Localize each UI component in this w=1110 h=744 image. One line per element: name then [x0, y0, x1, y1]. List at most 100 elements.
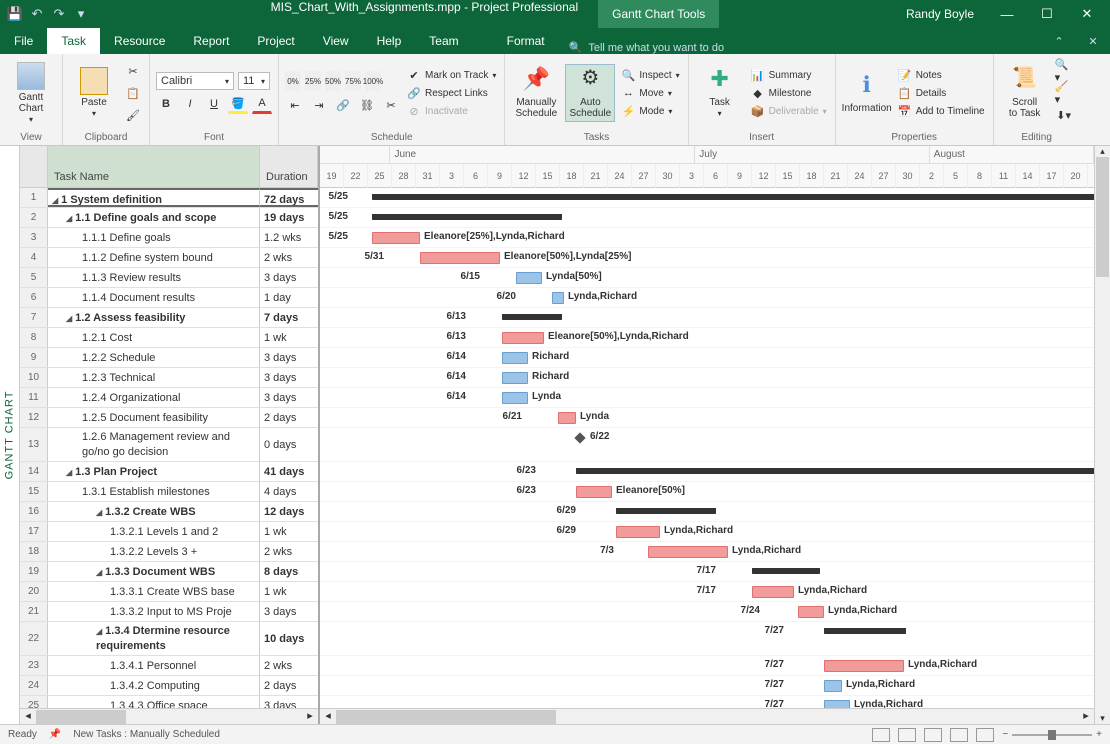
duration-cell[interactable]: 10 days	[260, 622, 318, 655]
duration-cell[interactable]: 7 days	[260, 308, 318, 327]
table-row[interactable]: 31.1.1 Define goals1.2 wks	[20, 228, 318, 248]
row-number[interactable]: 18	[20, 542, 48, 561]
view-shortcut-5[interactable]	[976, 728, 994, 742]
duration-cell[interactable]: 3 days	[260, 388, 318, 407]
tab-team[interactable]: Team	[415, 28, 472, 54]
maximize-button[interactable]: ☐	[1028, 0, 1066, 28]
duration-cell[interactable]: 12 days	[260, 502, 318, 521]
row-number[interactable]: 16	[20, 502, 48, 521]
summary-bar[interactable]	[372, 194, 1094, 200]
ribbon-collapse-icon[interactable]: ⌃	[1042, 28, 1076, 54]
fill-icon[interactable]: ⬇▾	[1054, 105, 1074, 125]
task-bar[interactable]	[420, 252, 500, 264]
duration-cell[interactable]: 3 days	[260, 368, 318, 387]
row-number[interactable]: 25	[20, 696, 48, 708]
task-name-cell[interactable]: 1.2.5 Document feasibility	[48, 408, 260, 427]
duration-header[interactable]: Duration	[260, 146, 318, 187]
table-row[interactable]: 211.3.3.2 Input to MS Proje3 days	[20, 602, 318, 622]
mark-on-track-button[interactable]: ✔Mark on Track ▾	[405, 67, 498, 83]
table-row[interactable]: 91.2.2 Schedule3 days	[20, 348, 318, 368]
duration-cell[interactable]: 2 wks	[260, 542, 318, 561]
duration-cell[interactable]: 3 days	[260, 348, 318, 367]
row-number[interactable]: 11	[20, 388, 48, 407]
row-number[interactable]: 1	[20, 188, 48, 207]
tab-report[interactable]: Report	[179, 28, 243, 54]
table-row[interactable]: 71.2 Assess feasibility7 days	[20, 308, 318, 328]
add-timeline-button[interactable]: 📅Add to Timeline	[896, 103, 987, 119]
underline-button[interactable]: U	[204, 94, 224, 114]
mode-button[interactable]: ⚡Mode ▾	[619, 103, 681, 119]
row-number[interactable]: 15	[20, 482, 48, 501]
outdent-icon[interactable]: ⇤	[285, 95, 305, 115]
duration-cell[interactable]: 1 wk	[260, 328, 318, 347]
font-color-button[interactable]: A	[252, 94, 272, 114]
pct-75-button[interactable]: 75%	[345, 71, 361, 91]
row-number[interactable]: 21	[20, 602, 48, 621]
link-tasks-icon[interactable]: 🔗	[333, 95, 353, 115]
task-name-cell[interactable]: 1.2 Assess feasibility	[48, 308, 260, 327]
redo-icon[interactable]: ↷	[50, 5, 68, 23]
information-button[interactable]: ℹ Information	[842, 71, 892, 116]
summary-bar[interactable]	[752, 568, 820, 574]
zoom-control[interactable]: − +	[1002, 729, 1102, 740]
tab-view[interactable]: View	[309, 28, 363, 54]
table-row[interactable]: 121.2.5 Document feasibility2 days	[20, 408, 318, 428]
table-row[interactable]: 61.1.4 Document results1 day	[20, 288, 318, 308]
inactivate-button[interactable]: ⊘Inactivate	[405, 103, 498, 119]
vscroll[interactable]: ▴ ▾	[1094, 146, 1110, 724]
task-name-cell[interactable]: 1.1.3 Review results	[48, 268, 260, 287]
row-number[interactable]: 8	[20, 328, 48, 347]
row-number[interactable]: 17	[20, 522, 48, 541]
close-button[interactable]: ✕	[1068, 0, 1106, 28]
task-name-cell[interactable]: 1.1.2 Define system bound	[48, 248, 260, 267]
duration-cell[interactable]: 4 days	[260, 482, 318, 501]
row-number[interactable]: 2	[20, 208, 48, 227]
task-name-cell[interactable]: 1.3.2 Create WBS	[48, 502, 260, 521]
task-bar[interactable]	[502, 392, 528, 404]
move-button[interactable]: ↔Move ▾	[619, 85, 681, 101]
task-bar[interactable]	[824, 660, 904, 672]
table-row[interactable]: 51.1.3 Review results3 days	[20, 268, 318, 288]
italic-button[interactable]: I	[180, 94, 200, 114]
table-row[interactable]: 151.3.1 Establish milestones4 days	[20, 482, 318, 502]
task-bar[interactable]	[552, 292, 564, 304]
manually-schedule-button[interactable]: 📌 Manually Schedule	[511, 65, 561, 121]
duration-cell[interactable]: 1 wk	[260, 582, 318, 601]
duration-cell[interactable]: 72 days	[260, 188, 318, 207]
username-label[interactable]: Randy Boyle	[894, 7, 986, 21]
pct-100-button[interactable]: 100%	[365, 71, 381, 91]
task-bar[interactable]	[616, 526, 660, 538]
duration-cell[interactable]: 0 days	[260, 428, 318, 461]
task-name-cell[interactable]: 1.3.4.2 Computing	[48, 676, 260, 695]
task-bar[interactable]	[372, 232, 420, 244]
gantt-chart-button[interactable]: Gantt Chart ▾	[6, 60, 56, 127]
view-shortcut-1[interactable]	[872, 728, 890, 742]
task-name-cell[interactable]: 1.1.1 Define goals	[48, 228, 260, 247]
tell-me-search[interactable]: 🔍 Tell me what you want to do	[569, 41, 724, 54]
ribbon-close-icon[interactable]: ✕	[1076, 28, 1110, 54]
table-row[interactable]: 161.3.2 Create WBS12 days	[20, 502, 318, 522]
zoom-slider[interactable]	[1012, 734, 1092, 736]
duration-cell[interactable]: 2 wks	[260, 248, 318, 267]
inspect-button[interactable]: 🔍Inspect ▾	[619, 67, 681, 83]
tab-file[interactable]: File	[0, 28, 47, 54]
details-button[interactable]: 📋Details	[896, 85, 987, 101]
zoom-in-icon[interactable]: +	[1096, 729, 1102, 740]
deliverable-button[interactable]: 📦Deliverable ▾	[749, 103, 829, 119]
table-row[interactable]: 11 System definition72 days	[20, 188, 318, 208]
notes-button[interactable]: 📝Notes	[896, 67, 987, 83]
task-name-cell[interactable]: 1.3.3.2 Input to MS Proje	[48, 602, 260, 621]
task-bar[interactable]	[576, 486, 612, 498]
gantt-hscroll[interactable]: ◂ ▸	[320, 708, 1094, 724]
indent-icon[interactable]: ⇥	[309, 95, 329, 115]
duration-cell[interactable]: 1 day	[260, 288, 318, 307]
summary-bar[interactable]	[576, 468, 1094, 474]
row-number[interactable]: 14	[20, 462, 48, 481]
respect-links-button[interactable]: 🔗Respect Links	[405, 85, 498, 101]
tab-project[interactable]: Project	[243, 28, 308, 54]
duration-cell[interactable]: 2 days	[260, 676, 318, 695]
task-name-cell[interactable]: 1.2.6 Management review and go/no go dec…	[48, 428, 260, 461]
fill-color-button[interactable]: 🪣	[228, 94, 248, 114]
view-shortcut-4[interactable]	[950, 728, 968, 742]
task-name-cell[interactable]: 1.1 Define goals and scope	[48, 208, 260, 227]
